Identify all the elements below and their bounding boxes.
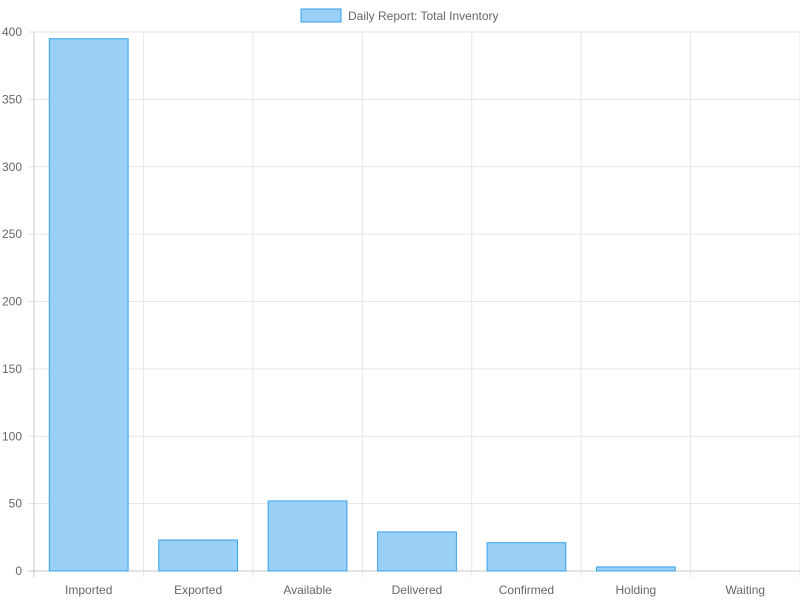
bar-delivered[interactable] [377,531,457,572]
legend-swatch[interactable] [300,8,342,23]
x-tick-label: Holding [616,583,657,597]
legend-label[interactable]: Daily Report: Total Inventory [348,9,499,23]
y-tick-label: 350 [2,92,22,106]
y-tick-label: 200 [2,295,22,309]
y-tick-label: 300 [2,160,22,174]
bar-available[interactable] [267,500,348,572]
y-tick-label: 150 [2,362,22,376]
bar-imported[interactable] [48,38,129,572]
y-tick-label: 0 [15,564,22,578]
x-tick-label: Available [283,583,332,597]
y-tick-label: 50 [9,497,23,511]
axes: 0 50 100 150 200 250 300 350 400 Imported Exported… [2,25,765,597]
x-tick-label: Confirmed [499,583,554,597]
x-tick-label: Exported [174,583,222,597]
y-tick-label: 400 [2,25,22,39]
bar-confirmed[interactable] [486,542,567,572]
legend[interactable]: Daily Report: Total Inventory [300,8,499,23]
bar-series [48,38,676,572]
grid-lines [28,31,800,577]
x-tick-label: Imported [65,583,112,597]
bar-exported[interactable] [158,539,239,572]
x-tick-label: Delivered [392,583,443,597]
x-tick-label: Waiting [725,583,765,597]
bar-holding[interactable] [595,566,676,572]
y-tick-label: 250 [2,227,22,241]
y-tick-label: 100 [2,429,22,443]
